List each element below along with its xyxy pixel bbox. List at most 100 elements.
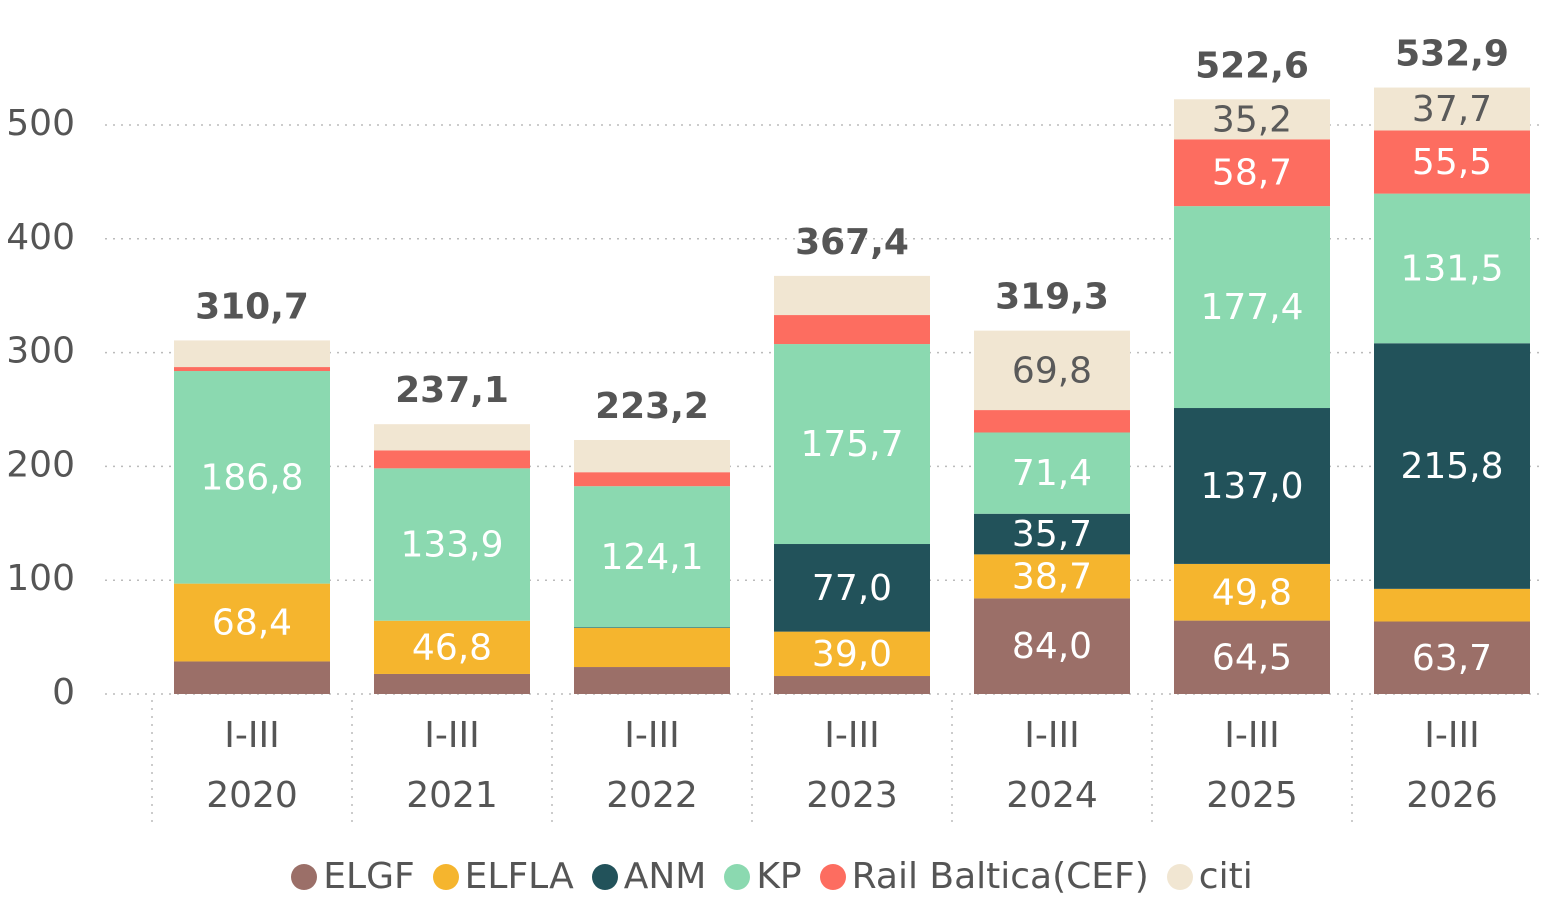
y-tick-label: 0 (52, 672, 75, 713)
legend-item: ELFLA (432, 856, 574, 897)
bar-segment (1374, 588, 1530, 622)
data-label: 137,0 (1200, 466, 1303, 507)
bar-segment (1374, 130, 1530, 194)
legend: ELGF ELFLA ANM KP Rail Baltica(CEF) citi (0, 856, 1544, 897)
y-tick-label: 400 (6, 217, 75, 258)
data-label: 46,8 (412, 627, 492, 668)
y-tick-label: 300 (6, 331, 75, 372)
data-label: 58,7 (1212, 153, 1292, 194)
total-label: 319,3 (995, 277, 1109, 318)
bar-segment (774, 275, 930, 316)
data-label: 84,0 (1012, 626, 1092, 667)
data-label: 35,7 (1012, 514, 1092, 555)
data-label: 133,9 (400, 525, 503, 566)
bar-segment (174, 371, 330, 584)
bar-segment (574, 627, 730, 628)
x-tick-label: I-III 2026 (1406, 715, 1498, 816)
legend-label: ELGF (323, 856, 415, 897)
legend-swatch (591, 863, 618, 890)
data-label: 69,8 (1012, 350, 1092, 391)
bar-segment (574, 486, 730, 628)
bar-segment (1374, 193, 1530, 344)
bar-segment (1374, 87, 1530, 131)
x-tick-label: I-III 2021 (406, 715, 498, 816)
bar-segment (974, 513, 1130, 555)
bar-segment (174, 661, 330, 694)
bar-segment (1174, 408, 1330, 564)
data-label: 68,4 (212, 603, 292, 644)
data-label: 71,4 (1012, 453, 1092, 494)
x-tick-label: I-III 2025 (1206, 715, 1298, 816)
bar-segment (1174, 99, 1330, 140)
plot: 0 100 200 300 400 500 68,4 186,8 310,7 46,8 133,9 2… (6, 34, 1544, 828)
bar-segment (974, 410, 1130, 433)
bar-segment (374, 620, 530, 674)
bar-segment (774, 631, 930, 677)
bar-segment (374, 450, 530, 469)
x-tick-label: I-III 2023 (806, 715, 898, 816)
bar-segment (974, 330, 1130, 411)
data-label: 175,7 (800, 424, 903, 465)
bar-segment (574, 667, 730, 694)
bar-segment (374, 468, 530, 621)
legend-item: ELGF (291, 856, 415, 897)
bar-segment (974, 598, 1130, 694)
legend-item: Rail Baltica(CEF) (819, 856, 1149, 897)
total-label: 532,9 (1395, 34, 1509, 75)
legend-item: citi (1166, 856, 1253, 897)
data-label: 64,5 (1212, 637, 1292, 678)
total-label: 522,6 (1195, 45, 1309, 86)
bar-segment (774, 544, 930, 632)
data-label: 63,7 (1412, 638, 1492, 679)
bar-segment (1174, 563, 1330, 621)
data-label: 177,4 (1200, 287, 1303, 328)
data-label: 49,8 (1212, 572, 1292, 613)
legend-label: KP (756, 856, 802, 897)
x-tick-label: I-III 2020 (206, 715, 298, 816)
legend-label: ANM (623, 856, 707, 897)
total-label: 367,4 (795, 222, 909, 263)
data-label: 77,0 (812, 568, 892, 609)
x-tick-label: I-III 2024 (1006, 715, 1098, 816)
data-label: 39,0 (812, 634, 892, 675)
bar-segment (974, 432, 1130, 514)
total-label: 223,2 (595, 386, 709, 427)
data-label: 131,5 (1400, 248, 1503, 289)
y-tick-label: 100 (6, 558, 75, 599)
total-label: 237,1 (395, 370, 509, 411)
bar-segment (774, 315, 930, 345)
bar-segment (174, 583, 330, 662)
legend-swatch (291, 863, 318, 890)
bar-segment (574, 627, 730, 668)
bar-segment (1174, 206, 1330, 409)
data-label: 186,8 (200, 457, 303, 498)
legend-label: ELFLA (464, 856, 574, 897)
bar-segment (574, 439, 730, 473)
data-label: 55,5 (1412, 142, 1492, 183)
legend-swatch (819, 863, 846, 890)
legend-swatch (432, 863, 459, 890)
bar-segment (1174, 620, 1330, 694)
bar-segment (174, 367, 330, 372)
y-tick-label: 500 (6, 103, 75, 144)
legend-label: Rail Baltica(CEF) (851, 856, 1149, 897)
legend-swatch (1166, 863, 1193, 890)
bar-segment (974, 554, 1130, 599)
bar-segment (774, 344, 930, 545)
legend-swatch (724, 863, 751, 890)
data-label: 124,1 (600, 537, 703, 578)
data-label: 35,2 (1212, 99, 1292, 140)
data-label: 215,8 (1400, 446, 1503, 487)
bar-segment (1374, 621, 1530, 694)
bar-segment (1374, 343, 1530, 589)
legend-label: citi (1198, 856, 1253, 897)
x-tick-label: I-III 2022 (606, 715, 698, 816)
bar-segment (374, 673, 530, 694)
legend-item: KP (724, 856, 802, 897)
bar-segment (174, 340, 330, 368)
data-label: 37,7 (1412, 89, 1492, 130)
bar-segment (374, 424, 530, 451)
bar-segment (774, 676, 930, 694)
y-tick-label: 200 (6, 444, 75, 485)
